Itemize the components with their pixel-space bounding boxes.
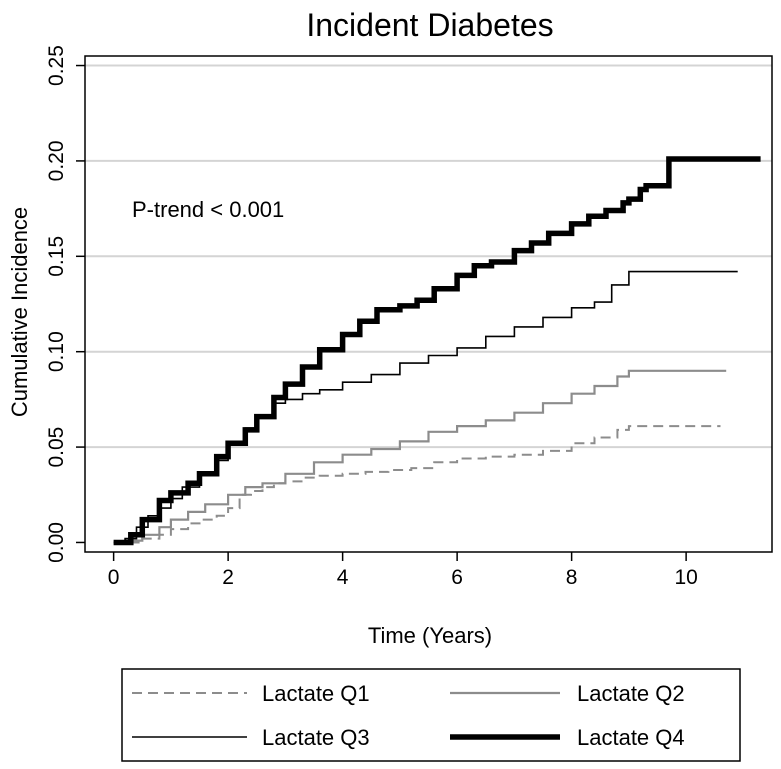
series-line-q4 [113, 156, 761, 546]
x-axis-label: Time (Years) [368, 623, 492, 648]
legend-label-q1: Lactate Q1 [262, 681, 370, 706]
p-trend-annotation: P-trend < 0.001 [132, 197, 284, 222]
series-line-q2 [113, 369, 727, 544]
x-tick-label-1: 2 [222, 566, 234, 589]
gridlines [85, 64, 772, 449]
x-tick-label-4: 8 [566, 566, 578, 589]
y-tick-label-2: 0.10 [45, 331, 68, 372]
chart-title: Incident Diabetes [306, 7, 553, 43]
legend-label-q4: Lactate Q4 [577, 725, 685, 750]
y-axis: 0.00 0.05 0.10 0.15 0.20 0.25 [45, 45, 85, 563]
legend-box [121, 668, 741, 762]
y-tick-label-0: 0.00 [45, 522, 68, 563]
legend-label-q2: Lactate Q2 [577, 681, 685, 706]
x-tick-label-3: 6 [451, 566, 463, 589]
y-tick-label-4: 0.20 [45, 140, 68, 181]
series-lines [113, 156, 761, 546]
legend-label-q3: Lactate Q3 [262, 725, 370, 750]
y-tick-label-3: 0.15 [45, 236, 68, 277]
series-line-q1 [113, 425, 721, 544]
x-tick-label-0: 0 [108, 566, 120, 589]
y-axis-label: Cumulative Incidence [7, 207, 32, 417]
x-tick-label-2: 4 [337, 566, 349, 589]
x-tick-label-5: 10 [674, 566, 697, 589]
series-line-q3 [113, 270, 738, 544]
x-axis: 0 2 4 6 8 10 [108, 552, 698, 589]
plot-frame [84, 55, 773, 553]
y-tick-label-1: 0.05 [45, 427, 68, 468]
y-tick-label-5: 0.25 [45, 45, 68, 86]
legend: Lactate Q1 Lactate Q2 Lactate Q3 Lactate Q4 [132, 681, 685, 750]
